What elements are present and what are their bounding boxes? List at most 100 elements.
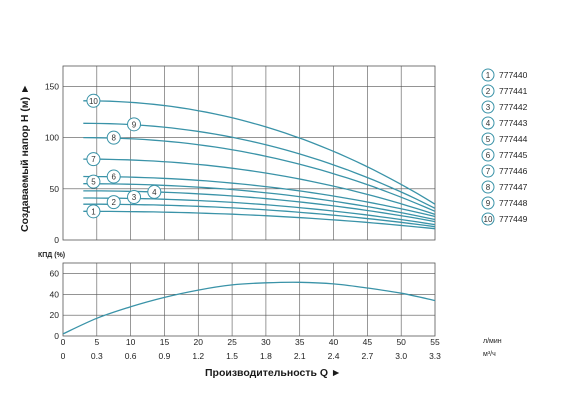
efficiency-line (62, 281, 436, 335)
curve-marker-circle (86, 204, 101, 219)
curve-marker-4: 4 (147, 184, 162, 199)
legend-label: 777441 (499, 86, 528, 96)
x-tick-label-m3h: 0.9 (159, 351, 171, 361)
efficiency-y-tick-label: 0 (54, 331, 59, 341)
head-curve-7 (83, 158, 436, 216)
legend-label: 777440 (499, 70, 528, 80)
x-tick-label-lmin: 0 (61, 337, 66, 347)
efficiency-y-tick-label: 60 (50, 268, 60, 278)
curve-marker-circle (106, 169, 121, 184)
efficiency-panel: 0 20 40 60 КПД (%) (38, 252, 436, 341)
efficiency-y-tick-label: 20 (50, 310, 60, 320)
legend: 1 777440 2 777441 3 777442 4 777443 5 777444 6 7774… (481, 68, 528, 226)
legend-item-3: 3 777442 (481, 100, 528, 114)
head-curve-8 (83, 136, 436, 212)
head-y-tick-label: 50 (50, 184, 60, 194)
legend-number-circle (481, 196, 495, 210)
head-curve-3 (83, 197, 436, 226)
x-ticks-flow-m3h: 0 0.3 0.6 0.9 1.2 1.5 1.8 2.1 2.4 2.7 3.0 3.3 (61, 351, 442, 361)
x-tick-label-lmin: 10 (126, 337, 136, 347)
legend-label: 777443 (499, 118, 528, 128)
curve-marker-circle (86, 93, 101, 108)
x-tick-label-m3h: 3.0 (395, 351, 407, 361)
legend-label: 777448 (499, 198, 528, 208)
legend-label: 777445 (499, 150, 528, 160)
x-tick-label-m3h: 0.3 (91, 351, 103, 361)
head-y-tick-label: 0 (54, 235, 59, 245)
head-y-ticks: 0 50 100 150 (45, 81, 59, 245)
x-tick-label-lmin: 35 (295, 337, 305, 347)
legend-number: 5 (486, 135, 491, 144)
curve-marker-label: 7 (91, 155, 96, 164)
curve-marker-label: 8 (112, 134, 117, 143)
head-curve-1 (83, 210, 436, 230)
curve-marker-circle (86, 174, 101, 189)
legend-number: 9 (486, 199, 491, 208)
curve-marker-circle (86, 152, 101, 167)
head-y-tick-label: 100 (45, 133, 59, 143)
curve-marker-6: 6 (106, 169, 121, 184)
efficiency-y-tick-label: 40 (50, 289, 60, 299)
x-ticks-flow-lmin: 0 5 10 15 20 25 30 35 40 45 50 55 (61, 337, 440, 347)
curve-marker-label: 5 (91, 178, 96, 187)
legend-item-7: 7 777446 (481, 164, 528, 178)
legend-item-9: 9 777448 (481, 196, 528, 210)
curve-marker-3: 3 (127, 190, 142, 205)
curve-marker-label: 1 (91, 207, 96, 216)
x-tick-label-lmin: 20 (194, 337, 204, 347)
curve-marker-circle (106, 130, 121, 145)
legend-label: 777444 (499, 134, 528, 144)
legend-number: 3 (486, 103, 491, 112)
curve-marker-label: 6 (112, 173, 117, 182)
x-tick-label-lmin: 50 (396, 337, 406, 347)
legend-number: 2 (486, 87, 491, 96)
curve-marker-label: 9 (132, 120, 137, 129)
x-tick-label-m3h: 2.7 (361, 351, 373, 361)
head-axis-title: Создаваемый напор H (м) ► (19, 84, 31, 232)
head-curve-10 (83, 100, 436, 205)
legend-label: 777442 (499, 102, 528, 112)
x-tick-label-lmin: 30 (261, 337, 271, 347)
x-tick-label-m3h: 3.3 (429, 351, 441, 361)
x-tick-label-lmin: 55 (430, 337, 440, 347)
curve-marker-circle (127, 117, 142, 132)
x-tick-label-lmin: 25 (227, 337, 237, 347)
curve-marker-label: 4 (152, 188, 157, 197)
head-curve-9 (83, 122, 436, 209)
curve-marker-8: 8 (106, 130, 121, 145)
x-tick-label-lmin: 15 (160, 337, 170, 347)
legend-number-circle (481, 68, 495, 82)
legend-label: 777449 (499, 214, 528, 224)
legend-item-6: 6 777445 (481, 148, 528, 162)
legend-number-circle (481, 180, 495, 194)
x-tick-label-m3h: 2.1 (294, 351, 306, 361)
legend-item-8: 8 777447 (481, 180, 528, 194)
curve-marker-7: 7 (86, 152, 101, 167)
curve-marker-label: 2 (112, 198, 117, 207)
x-tick-label-m3h: 1.2 (192, 351, 204, 361)
legend-number-circle (481, 148, 495, 162)
legend-number: 6 (486, 151, 491, 160)
x-tick-label-m3h: 0.6 (125, 351, 137, 361)
efficiency-y-ticks: 0 20 40 60 (50, 268, 60, 341)
head-curve-5 (83, 183, 436, 221)
curve-marker-label: 10 (89, 97, 98, 106)
legend-number-circle (481, 212, 495, 226)
curve-marker-circle (106, 195, 121, 210)
x-axis-title: Производительность Q ► (205, 367, 341, 379)
x-tick-label-lmin: 5 (94, 337, 99, 347)
legend-item-1: 1 777440 (481, 68, 528, 82)
curve-marker-10: 10 (86, 93, 101, 108)
legend-label: 777446 (499, 166, 528, 176)
x-tick-label-lmin: 45 (363, 337, 373, 347)
curve-marker-9: 9 (127, 117, 142, 132)
legend-number-circle (481, 116, 495, 130)
legend-number: 7 (486, 167, 491, 176)
efficiency-plot-frame (62, 262, 436, 337)
x-tick-label-m3h: 2.4 (328, 351, 340, 361)
curve-marker-circle (127, 190, 142, 205)
legend-item-10: 10 777449 (481, 212, 528, 226)
head-curve-markers: 10 9 8 7 6 5 4 3 2 1 (86, 93, 162, 219)
head-y-tick-label: 150 (45, 81, 59, 91)
